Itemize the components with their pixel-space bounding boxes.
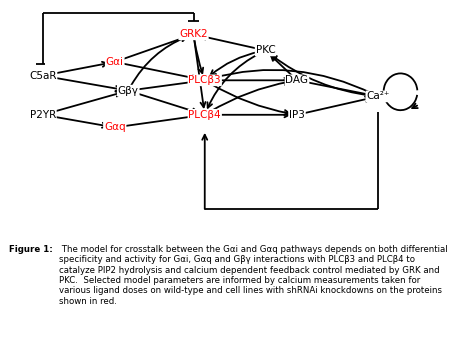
Text: Gβγ: Gβγ [118,86,139,96]
Text: DAG: DAG [285,75,309,85]
Text: PLCβ4: PLCβ4 [189,110,221,120]
Text: Ca²⁺: Ca²⁺ [366,91,390,101]
Text: Gαi: Gαi [106,57,124,67]
Text: PLCβ3: PLCβ3 [189,75,221,85]
Text: C5aR: C5aR [29,71,57,81]
Text: Figure 1:: Figure 1: [9,245,53,254]
Text: PKC: PKC [256,45,275,55]
Text: P2YR: P2YR [30,110,56,120]
Text: The model for crosstalk between the Gαi and Gαq pathways depends on both differe: The model for crosstalk between the Gαi … [59,245,448,306]
Text: IP3: IP3 [289,110,305,120]
Text: GRK2: GRK2 [179,29,208,39]
Text: Gαq: Gαq [104,122,126,132]
